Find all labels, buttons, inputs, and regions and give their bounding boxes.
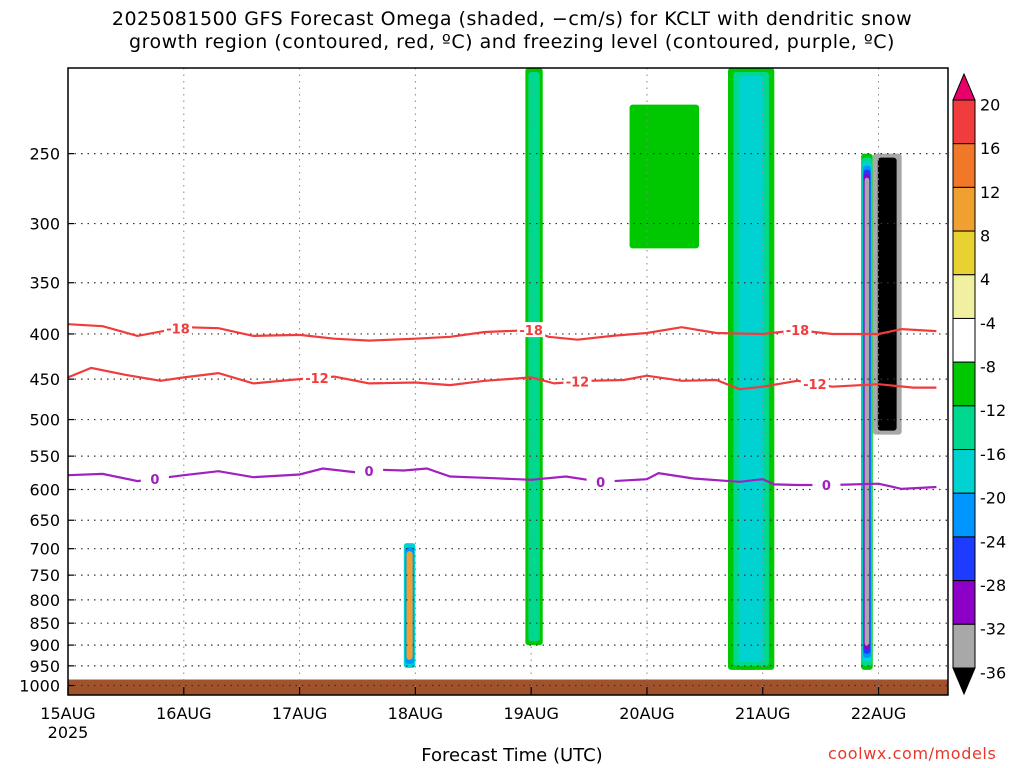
- colorbar-label-3: 8: [980, 226, 990, 245]
- contour-label-0-1: -18: [519, 324, 543, 339]
- y-tick-label-650: 650: [29, 511, 60, 530]
- chart-title-line-1: 2025081500 GFS Forecast Omega (shaded, −…: [111, 8, 913, 30]
- contour-line-2: [67, 467, 937, 491]
- colorbar-label-10: -24: [980, 532, 1006, 551]
- colorbar-label-1: 16: [980, 139, 1000, 158]
- contour-label-bg-0-2: [783, 322, 812, 338]
- x-axis-label: Forecast Time (UTC): [421, 745, 603, 766]
- site-credit[interactable]: coolwx.com/models: [828, 744, 997, 763]
- colorbar-label-13: -36: [980, 663, 1006, 682]
- colorbar-label-7: -12: [980, 401, 1006, 420]
- shaded-region-6-level-0: [629, 104, 700, 249]
- contour-label-2-0: 0: [150, 473, 159, 488]
- colorbar-band-2: [952, 143, 976, 188]
- plot-frame: [67, 67, 949, 696]
- y-tick-label-900: 900: [29, 636, 60, 655]
- colorbar-label-11: -28: [980, 576, 1006, 595]
- contour-label-bg-0-0: [164, 320, 192, 336]
- colorbar-label-9: -20: [980, 489, 1006, 508]
- y-tick-label-500: 500: [29, 411, 60, 430]
- y-tick-label-750: 750: [29, 566, 60, 585]
- colorbar-label-4: 4: [980, 270, 990, 289]
- contour-label-1-0: -12: [305, 372, 329, 387]
- colorbar-band-10: [952, 492, 976, 538]
- contour-label-bg-2-1: [355, 463, 384, 479]
- colorbar-band-1: [952, 99, 976, 145]
- x-tick-label-7: 22AUG: [851, 704, 906, 723]
- contour-label-0-0: -18: [166, 322, 190, 337]
- contour-label-bg-2-2: [586, 473, 615, 489]
- colorbar-label-6: -8: [980, 358, 996, 377]
- colorbar-label-2: 12: [980, 183, 1000, 202]
- contour-label-bg-2-3: [812, 477, 841, 493]
- contour-label-1-2: -12: [803, 378, 827, 393]
- colorbar-band-13: [952, 623, 976, 669]
- colorbar-band-12: [952, 580, 976, 625]
- x-tick-label-0: 15AUG: [40, 704, 95, 723]
- omega-shading: [68, 68, 948, 695]
- y-tick-label-450: 450: [29, 370, 60, 389]
- y-tick-label-400: 400: [29, 325, 60, 344]
- shaded-region-1-level-1: [877, 157, 897, 431]
- colorbar-bottom-arrow: [952, 667, 976, 696]
- shaded-region-0-level-6: [864, 177, 870, 646]
- y-tick-label-250: 250: [29, 145, 60, 164]
- colorbar-band-8: [952, 405, 976, 451]
- contour-label-bg-1-0: [302, 369, 331, 385]
- contour-label-2-3: 0: [822, 479, 831, 494]
- chart-title-line-2: growth region (contoured, red, ºC) and f…: [129, 31, 895, 53]
- shaded-region-5-level-2: [406, 551, 413, 660]
- contour-label-bg-1-1: [563, 373, 592, 389]
- colorbar-band-4: [952, 230, 976, 276]
- y-tick-label-950: 950: [29, 657, 60, 676]
- y-axis-ticks: 250 300 350 400 450 500 550 600 650 700 750 800 850 9…: [19, 145, 74, 696]
- shaded-region-3-level-2: [738, 76, 764, 662]
- y-tick-label-800: 800: [29, 591, 60, 610]
- x-tick-label-6: 21AUG: [735, 704, 790, 723]
- x-tick-label-4: 19AUG: [503, 704, 558, 723]
- contour-label-bg-0-1: [517, 322, 546, 338]
- colorbar-band-3: [952, 186, 976, 232]
- colorbar-label-5: -4: [980, 314, 996, 333]
- shaded-region-4-level-1: [528, 72, 540, 642]
- y-tick-label-850: 850: [29, 614, 60, 633]
- x-tick-label-2: 17AUG: [272, 704, 327, 723]
- y-tick-label-700: 700: [29, 540, 60, 559]
- contour-label-0-2: -18: [786, 324, 810, 339]
- colorbar-band-6: [952, 317, 976, 363]
- colorbar-top-arrow: [952, 72, 976, 101]
- colorbar: 20 16 12 8 4 -4 -8 -12 -16 -20 -24 -28 -32 -36: [952, 72, 1006, 696]
- x-tick-label-3: 18AUG: [388, 704, 443, 723]
- colorbar-band-5: [952, 274, 976, 319]
- colorbar-label-12: -32: [980, 620, 1006, 639]
- contour-label-2-1: 0: [365, 465, 374, 480]
- contour-label-bg-2-0: [140, 470, 169, 486]
- x-tick-sublabel-0: 2025: [48, 723, 89, 742]
- y-tick-label-1000: 1000: [19, 677, 60, 696]
- contours: -18 -18 -18 -12 -12 -12 0 0 0 0: [67, 320, 937, 494]
- colorbar-band-7: [952, 361, 976, 407]
- contour-line-1: [67, 366, 937, 391]
- y-tick-label-600: 600: [29, 481, 60, 500]
- contour-label-1-1: -12: [566, 376, 590, 391]
- colorbar-label-0: 20: [980, 95, 1000, 114]
- contour-label-bg-1-2: [800, 375, 829, 391]
- contour-label-2-2: 0: [596, 476, 605, 491]
- y-tick-label-300: 300: [29, 215, 60, 234]
- x-tick-label-1: 16AUG: [156, 704, 211, 723]
- ground-fill: [68, 679, 948, 695]
- y-tick-label-350: 350: [29, 274, 60, 293]
- colorbar-label-8: -16: [980, 445, 1006, 464]
- colorbar-band-9: [952, 449, 976, 494]
- colorbar-band-11: [952, 536, 976, 582]
- y-tick-label-550: 550: [29, 447, 60, 466]
- x-tick-label-5: 20AUG: [619, 704, 674, 723]
